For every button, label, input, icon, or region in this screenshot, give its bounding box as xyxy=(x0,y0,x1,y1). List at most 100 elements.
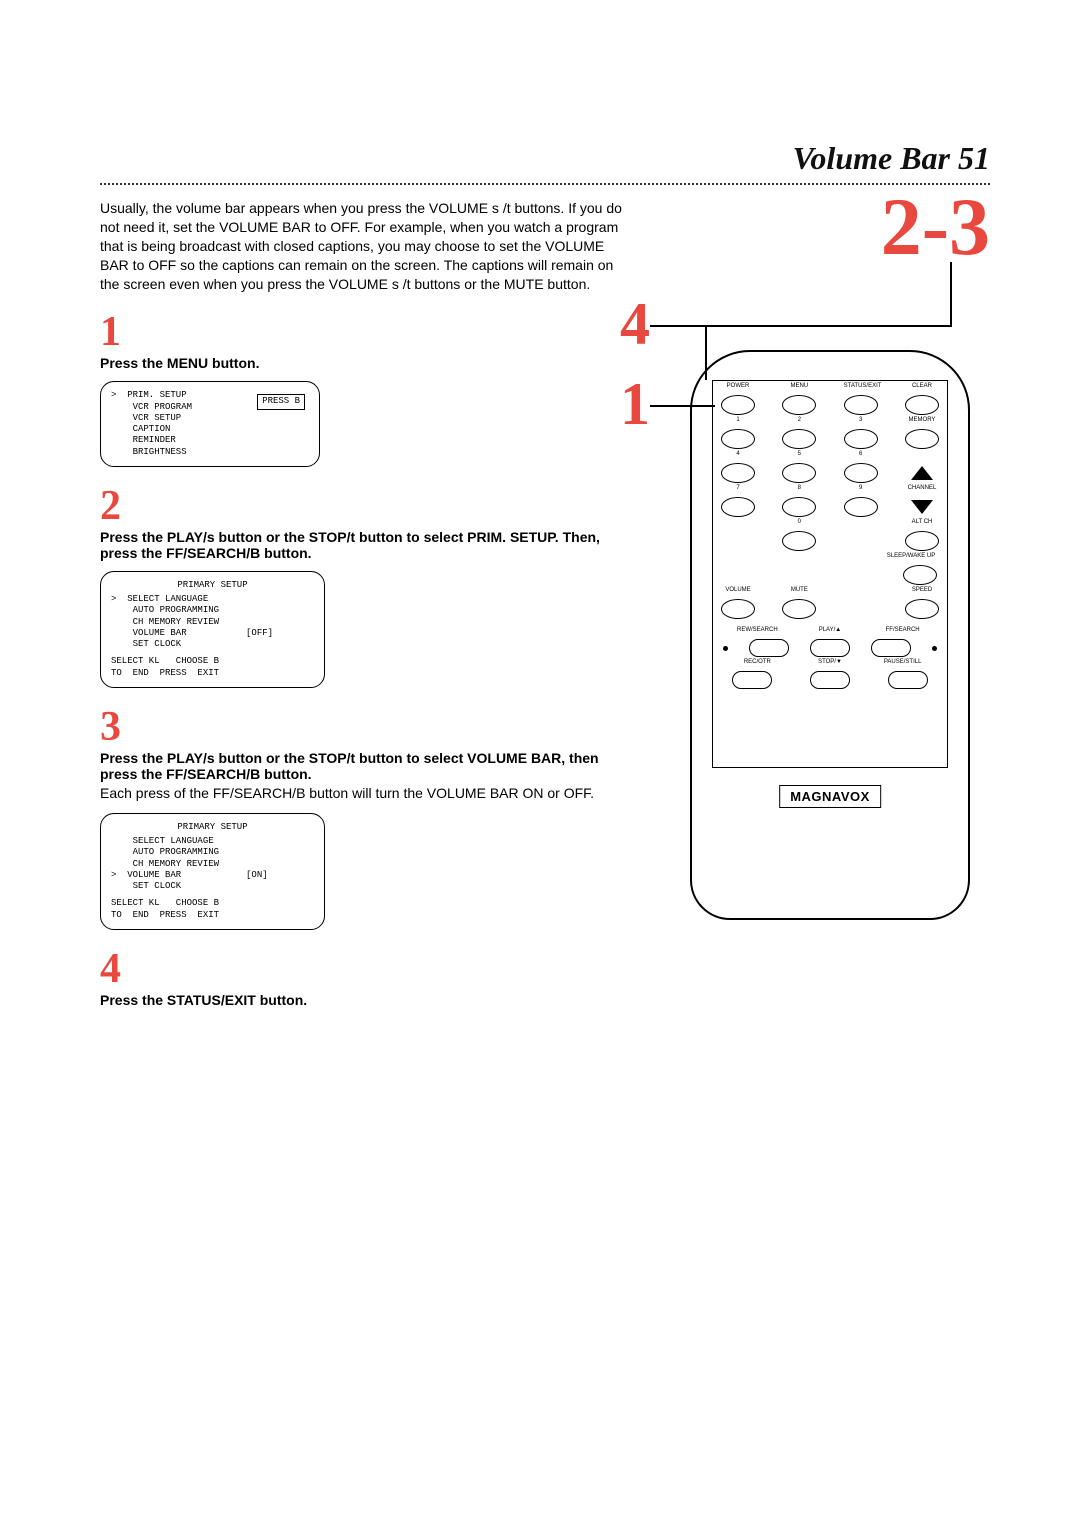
lead-line xyxy=(950,262,952,327)
btn-label: ALT CH xyxy=(905,519,939,525)
step-4-number: 4 xyxy=(100,948,630,990)
digit-0-button[interactable] xyxy=(782,531,816,551)
screen-line: AUTO PROGRAMMING xyxy=(111,605,314,616)
callout-2-3: 2-3 xyxy=(881,180,990,274)
btn-label: POWER xyxy=(721,383,755,389)
stop-button[interactable] xyxy=(810,671,850,689)
alt-ch-button[interactable] xyxy=(905,531,939,551)
play-button[interactable] xyxy=(810,639,850,657)
btn-label: PLAY/▲ xyxy=(805,627,855,633)
remote-callout-panel: 2-3 4 1 POWER MENU STATUS/EXIT CLEAR 1 2 xyxy=(620,180,990,940)
btn-label: 1 xyxy=(721,417,755,423)
status-exit-button[interactable] xyxy=(844,395,878,415)
channel-down-button[interactable] xyxy=(905,497,939,517)
press-b-box: PRESS B xyxy=(257,394,305,409)
remote-outline: POWER MENU STATUS/EXIT CLEAR 1 2 3 MEMOR… xyxy=(690,350,970,920)
btn-label: CHANNEL xyxy=(905,485,939,491)
step-4-instruction: Press the STATUS/EXIT button. xyxy=(100,992,630,1008)
btn-label xyxy=(721,519,755,525)
channel-up-button[interactable] xyxy=(905,463,939,483)
digit-6-button[interactable] xyxy=(844,463,878,483)
menu-line: VCR SETUP xyxy=(111,413,309,424)
lead-line xyxy=(705,325,950,327)
btn-label: MUTE xyxy=(782,587,816,593)
btn-label: 5 xyxy=(782,451,816,457)
btn-label: VOLUME xyxy=(721,587,755,593)
btn-label: FF/SEARCH xyxy=(878,627,928,633)
btn-label xyxy=(844,519,878,525)
screen-line: > SELECT LANGUAGE xyxy=(111,594,314,605)
btn-label: 9 xyxy=(844,485,878,491)
screen-line: CH MEMORY REVIEW xyxy=(111,859,314,870)
btn-label: SPEED xyxy=(905,587,939,593)
rec-otr-button[interactable] xyxy=(732,671,772,689)
btn-label: 3 xyxy=(844,417,878,423)
digit-8-button[interactable] xyxy=(782,497,816,517)
screen-line: CH MEMORY REVIEW xyxy=(111,617,314,628)
screen-footer: TO END PRESS EXIT xyxy=(111,910,314,921)
digit-2-button[interactable] xyxy=(782,429,816,449)
screen-line: VOLUME BAR [OFF] xyxy=(111,628,314,639)
digit-1-button[interactable] xyxy=(721,429,755,449)
screen-line: > VOLUME BAR [ON] xyxy=(111,870,314,881)
btn-label: CLEAR xyxy=(905,383,939,389)
volume-button[interactable] xyxy=(721,599,755,619)
step-2-number: 2 xyxy=(100,485,630,527)
step-1-number: 1 xyxy=(100,311,630,353)
btn-label: 6 xyxy=(844,451,878,457)
clear-button[interactable] xyxy=(905,395,939,415)
callout-1: 1 xyxy=(620,370,650,439)
screen-footer: TO END PRESS EXIT xyxy=(111,668,314,679)
rew-dot-icon xyxy=(723,646,728,651)
rew-search-button[interactable] xyxy=(749,639,789,657)
ff-search-button[interactable] xyxy=(871,639,911,657)
pause-still-button[interactable] xyxy=(888,671,928,689)
memory-button[interactable] xyxy=(905,429,939,449)
sleep-wake-button[interactable] xyxy=(903,565,937,585)
screen-line: SET CLOCK xyxy=(111,639,314,650)
btn-label: PAUSE/STILL xyxy=(878,659,928,665)
step-2-instruction: Press the PLAY/s button or the STOP/t bu… xyxy=(100,529,630,561)
digit-5-button[interactable] xyxy=(782,463,816,483)
lead-line xyxy=(650,325,715,327)
btn-label: 2 xyxy=(782,417,816,423)
speed-button[interactable] xyxy=(905,599,939,619)
intro-paragraph: Usually, the volume bar appears when you… xyxy=(100,199,630,293)
left-column: Usually, the volume bar appears when you… xyxy=(100,199,630,1008)
menu-button[interactable] xyxy=(782,395,816,415)
digit-7-button[interactable] xyxy=(721,497,755,517)
digit-4-button[interactable] xyxy=(721,463,755,483)
spacer xyxy=(844,599,878,619)
callout-4: 4 xyxy=(620,290,650,359)
btn-label: 7 xyxy=(721,485,755,491)
spacer xyxy=(844,531,878,551)
menu-screen: PRESS B > PRIM. SETUP VCR PROGRAM VCR SE… xyxy=(100,381,320,467)
ff-dot-icon xyxy=(932,646,937,651)
btn-label: REC/OTR xyxy=(732,659,782,665)
remote-button-area: POWER MENU STATUS/EXIT CLEAR 1 2 3 MEMOR… xyxy=(712,380,948,768)
brand-logo: MAGNAVOX xyxy=(779,785,881,808)
menu-line: CAPTION xyxy=(111,424,309,435)
triangle-up-icon xyxy=(911,466,933,480)
primary-setup-on-screen: PRIMARY SETUP SELECT LANGUAGE AUTO PROGR… xyxy=(100,813,325,930)
menu-line: REMINDER xyxy=(111,435,309,446)
mute-button[interactable] xyxy=(782,599,816,619)
screen-footer: SELECT KL CHOOSE B xyxy=(111,656,314,667)
page-title: Volume Bar 51 xyxy=(100,140,990,177)
primary-setup-off-screen: PRIMARY SETUP > SELECT LANGUAGE AUTO PRO… xyxy=(100,571,325,688)
screen-title: PRIMARY SETUP xyxy=(111,822,314,833)
digit-3-button[interactable] xyxy=(844,429,878,449)
btn-label xyxy=(905,451,939,457)
btn-label: REW/SEARCH xyxy=(732,627,782,633)
menu-line: BRIGHTNESS xyxy=(111,447,309,458)
btn-label: 8 xyxy=(782,485,816,491)
digit-9-button[interactable] xyxy=(844,497,878,517)
btn-label xyxy=(844,587,878,593)
btn-label: MENU xyxy=(782,383,816,389)
screen-title: PRIMARY SETUP xyxy=(111,580,314,591)
triangle-down-icon xyxy=(911,500,933,514)
step-3-number: 3 xyxy=(100,706,630,748)
step-3-body: Each press of the FF/SEARCH/B button wil… xyxy=(100,784,630,803)
screen-line: AUTO PROGRAMMING xyxy=(111,847,314,858)
power-button[interactable] xyxy=(721,395,755,415)
